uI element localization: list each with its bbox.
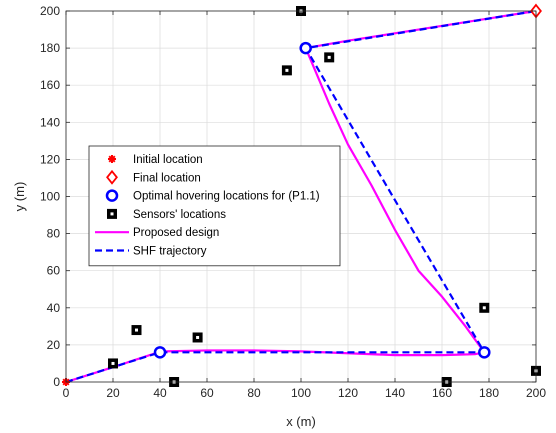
y-tick-label: 60 [47,264,61,278]
legend-box [88,145,341,267]
x-tick-label: 160 [432,386,452,400]
legend-entry: SHF trajectory [133,246,207,258]
marker-sensors-locations [131,325,142,336]
y-tick-label: 140 [40,115,60,129]
marker-optimal-hovering-locations-for-p1-1 [153,346,167,359]
marker-sensors-locations [281,65,292,76]
x-tick-label: 0 [63,386,70,400]
y-tick-label: 160 [40,78,60,92]
x-tick-label: 200 [526,386,546,400]
marker-sensors-locations [108,358,118,369]
marker-optimal-hovering-locations-for-p1-1 [478,346,491,359]
marker-sensors-locations [479,302,490,313]
x-tick-label: 80 [247,386,261,400]
x-tick-label: 60 [200,386,214,400]
legend-swatch [108,155,116,163]
y-tick-label: 0 [53,375,60,389]
y-tick-label: 20 [47,338,61,352]
marker-sensors-locations [324,52,335,63]
legend-entry: Initial location [133,154,203,166]
x-tick-label: 140 [385,386,405,400]
y-tick-label: 120 [40,152,60,166]
x-tick-label: 180 [479,386,499,400]
y-tick-label: 40 [47,301,61,315]
legend-swatch [107,208,117,219]
x-axis-label: x (m) [286,414,316,429]
legend-swatch [106,169,118,185]
legend-entry: Sensors' locations [133,209,226,221]
marker-sensors-locations [192,332,203,343]
x-tick-label: 120 [338,386,358,400]
x-tick-label: 100 [291,386,311,400]
axis-ticks: 0 20 40 60 80 100 120 140 160 180 200 0 20 40 60 80 100 1… [40,4,546,400]
x-tick-label: 40 [153,386,167,400]
y-tick-label: 200 [40,4,60,18]
x-tick-label: 20 [106,386,120,400]
y-tick-label: 80 [47,227,61,241]
legend-entry: Optimal hovering locations for (P1.1) [133,191,320,203]
legend-entry: Final location [133,172,201,184]
y-axis-label: y (m) [12,182,27,212]
legend-swatch [105,189,119,202]
y-tick-label: 180 [40,41,60,55]
marker-optimal-hovering-locations-for-p1-1 [299,41,312,55]
y-tick-label: 100 [40,190,60,204]
legend-entry: Proposed design [133,227,219,239]
legend: Initial location Final location Optimal ho… [88,145,341,267]
